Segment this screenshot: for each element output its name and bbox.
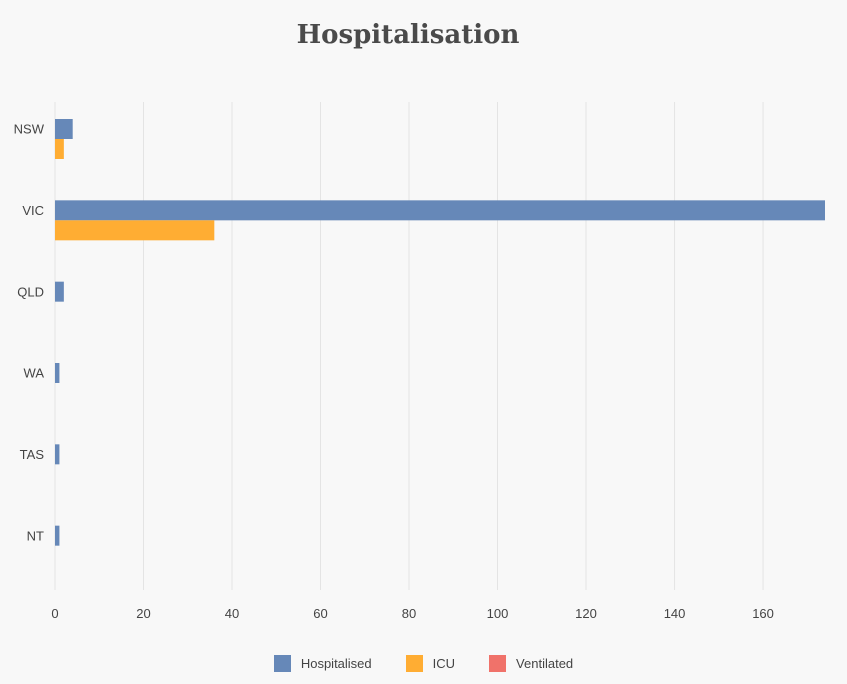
- y-tick-label: NSW: [14, 122, 45, 137]
- bar-hospitalised-tas: [55, 444, 60, 465]
- x-tick-label: 20: [136, 606, 150, 621]
- x-tick-label: 60: [313, 606, 327, 621]
- x-tick-label: 0: [51, 606, 58, 621]
- y-tick-label: QLD: [17, 284, 44, 299]
- legend-label: Hospitalised: [300, 655, 372, 671]
- bar-icu-vic: [55, 220, 215, 241]
- bar-hospitalised-qld: [55, 281, 64, 302]
- y-tick-label: WA: [24, 366, 45, 381]
- legend-label: ICU: [432, 655, 456, 671]
- y-tick-label: NT: [27, 528, 44, 543]
- bar-hospitalised-nt: [55, 525, 60, 546]
- legend-swatch: [273, 654, 291, 672]
- legend-item-ventilated[interactable]: Ventilated: [489, 654, 574, 672]
- y-tick-label: TAS: [20, 447, 45, 462]
- legend-swatch: [405, 654, 423, 672]
- x-tick-label: 80: [402, 606, 416, 621]
- x-tick-label: 40: [225, 606, 239, 621]
- bar-hospitalised-vic: [55, 200, 825, 221]
- legend-item-hospitalised[interactable]: Hospitalised: [273, 654, 372, 672]
- y-tick-label: VIC: [22, 203, 44, 218]
- bar-hospitalised-wa: [55, 363, 60, 383]
- x-tick-label: 120: [575, 606, 597, 621]
- bar-hospitalised-nsw: [55, 119, 73, 139]
- legend-label: Ventilated: [516, 655, 574, 671]
- legend-swatch: [489, 654, 507, 672]
- x-tick-label: 100: [487, 606, 509, 621]
- bar-icu-nsw: [55, 139, 64, 159]
- x-tick-label: 140: [664, 606, 686, 621]
- legend: Hospitalised ICU Ventilated: [0, 652, 847, 674]
- legend-item-icu[interactable]: ICU: [405, 654, 456, 672]
- x-tick-label: 160: [752, 606, 774, 621]
- chart-title: Hospitalisation: [296, 20, 520, 50]
